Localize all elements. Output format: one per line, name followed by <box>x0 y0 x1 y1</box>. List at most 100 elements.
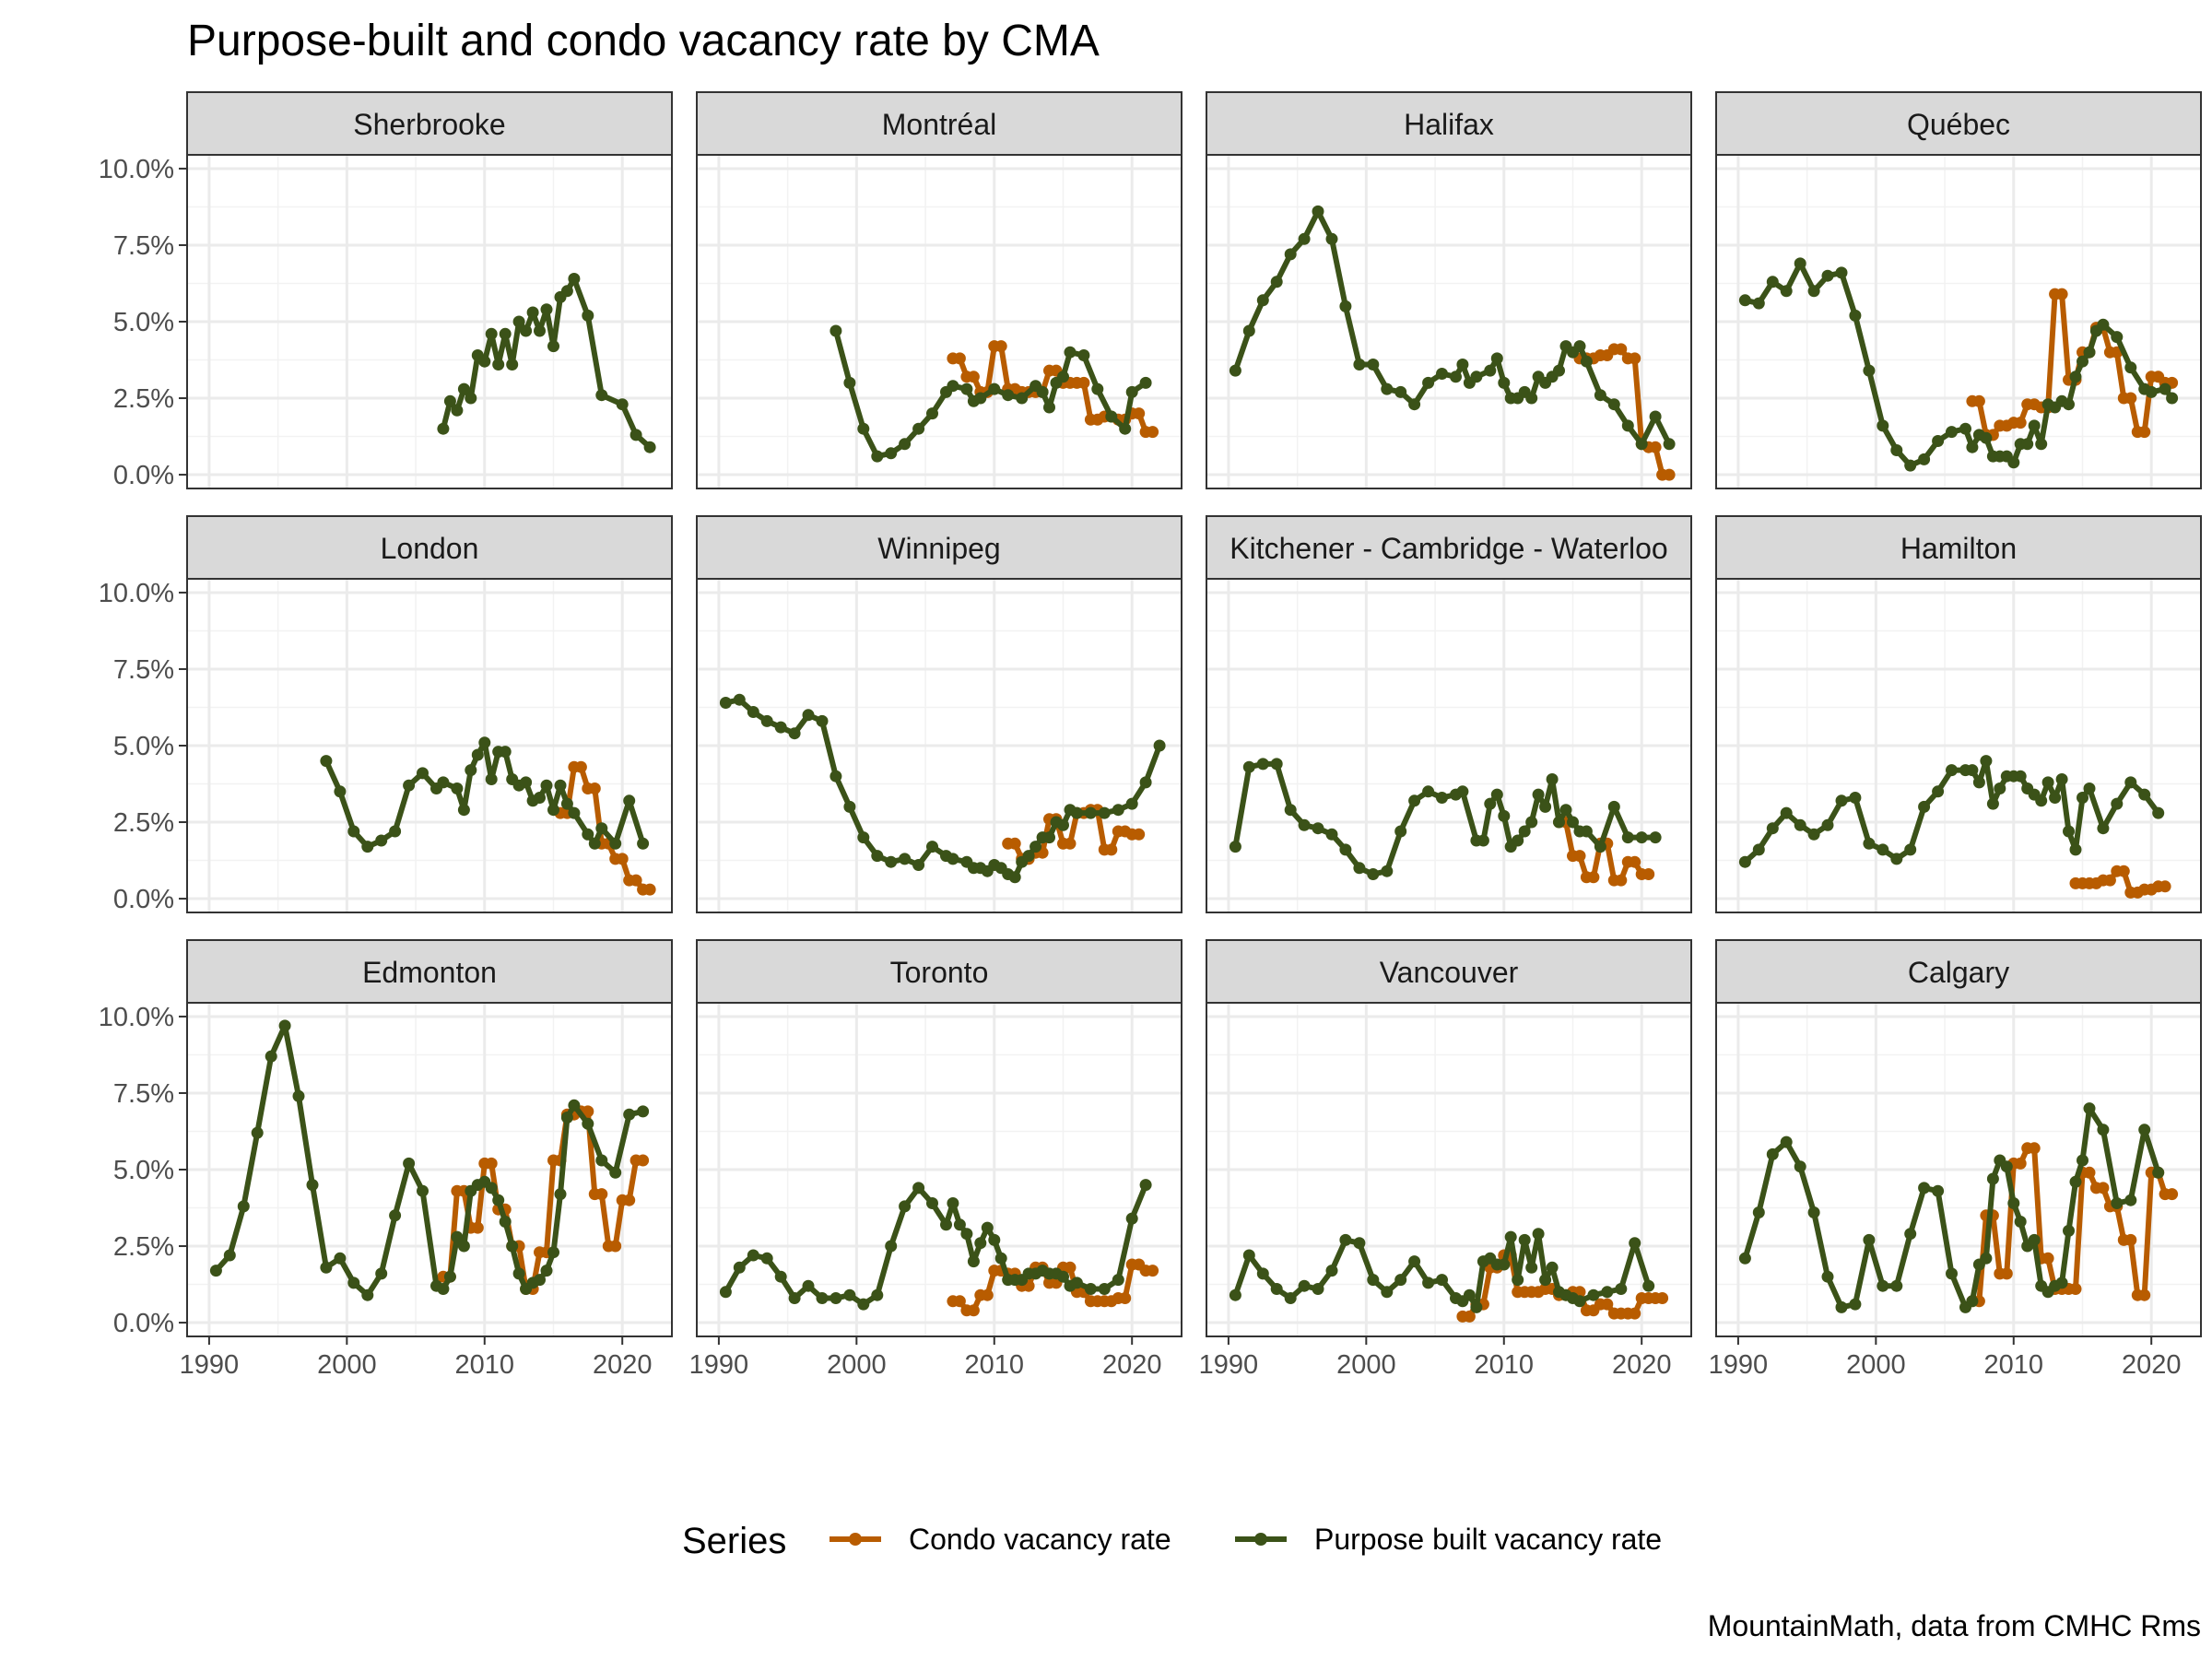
facet-strip-label: Calgary <box>1908 956 2009 989</box>
purpose-built-vacancy-series-point <box>568 806 581 819</box>
purpose-built-vacancy-series-point <box>1518 825 1531 838</box>
purpose-built-vacancy-series-point <box>616 398 629 411</box>
purpose-built-vacancy-series-point <box>857 422 870 435</box>
purpose-built-vacancy-series-point <box>478 355 491 368</box>
condo-vacancy-series-point <box>1649 441 1662 453</box>
purpose-built-vacancy-series-point <box>1070 1277 1083 1289</box>
purpose-built-vacancy-series-point <box>1780 285 1793 298</box>
x-tick-label: 2010 <box>455 1350 515 1380</box>
purpose-built-vacancy-series-point <box>1394 385 1407 398</box>
facet-strip-label: London <box>381 532 479 565</box>
purpose-built-vacancy-series-point <box>1821 818 1834 831</box>
purpose-built-vacancy-series-point <box>1312 822 1324 835</box>
purpose-built-vacancy-series-point <box>1567 816 1579 829</box>
purpose-built-vacancy-series-point <box>1918 800 1931 813</box>
y-tick-label: 2.5% <box>113 384 174 414</box>
purpose-built-vacancy-series-point <box>637 837 650 850</box>
x-tick-label: 2000 <box>1336 1350 1396 1380</box>
purpose-built-vacancy-series-point <box>1057 1270 1069 1283</box>
purpose-built-vacancy-series-point <box>1084 806 1097 819</box>
purpose-built-vacancy-series-point <box>526 306 539 319</box>
y-tick-label: 10.0% <box>99 155 174 184</box>
condo-vacancy-series-point <box>2166 1188 2179 1201</box>
purpose-built-vacancy-series-point <box>568 1099 581 1112</box>
purpose-built-vacancy-series-point <box>1030 841 1042 853</box>
purpose-built-vacancy-series-point <box>1091 382 1104 395</box>
purpose-built-vacancy-series-point <box>506 1240 519 1253</box>
purpose-built-vacancy-series-point <box>2007 456 2020 469</box>
purpose-built-vacancy-series-point <box>947 853 959 865</box>
x-tick-label: 2000 <box>1846 1350 1906 1380</box>
facet-strip-label: Hamilton <box>1900 532 2017 565</box>
purpose-built-vacancy-series-point <box>1959 422 1971 435</box>
purpose-built-vacancy-series-point <box>2063 825 2075 838</box>
facet-panel: Toronto 1990 2000 2010 2020 <box>689 939 1182 1380</box>
purpose-built-vacancy-series-point <box>443 1270 456 1283</box>
purpose-built-vacancy-series-point <box>1835 266 1848 279</box>
facet-strip <box>1206 91 1692 156</box>
purpose-built-vacancy-series-point <box>1284 1292 1297 1304</box>
purpose-built-vacancy-series-point <box>534 324 546 337</box>
purpose-built-vacancy-series-point <box>465 392 477 405</box>
purpose-built-vacancy-series-point <box>1125 797 1138 810</box>
condo-vacancy-series-point <box>637 1154 650 1167</box>
condo-vacancy-series-point <box>1119 1292 1132 1304</box>
purpose-built-vacancy-series-point <box>1594 841 1606 853</box>
purpose-built-vacancy-series <box>1229 205 1676 451</box>
purpose-built-vacancy-series-point <box>320 755 333 768</box>
purpose-built-vacancy-series-point <box>2124 361 2137 374</box>
purpose-built-vacancy-series-point <box>1325 828 1338 841</box>
purpose-built-vacancy-series-point <box>1835 1300 1848 1313</box>
purpose-built-vacancy-series-point <box>2124 1194 2137 1206</box>
purpose-built-vacancy-series-point <box>554 1188 567 1201</box>
purpose-built-vacancy-series-point <box>1298 818 1311 831</box>
purpose-built-vacancy-series <box>1229 758 1662 880</box>
condo-vacancy-series-point <box>1629 1307 1641 1320</box>
purpose-built-vacancy-series-point <box>1105 410 1118 423</box>
purpose-built-vacancy-series-point <box>334 1252 347 1265</box>
purpose-built-vacancy-series-point <box>967 1255 980 1268</box>
purpose-built-vacancy-series-point <box>1064 346 1077 359</box>
purpose-built-vacancy-series-point <box>609 837 622 850</box>
purpose-built-vacancy-series-point <box>2077 1154 2088 1167</box>
facet-strip-label: Toronto <box>890 956 989 989</box>
x-tick-label: 2010 <box>965 1350 1025 1380</box>
purpose-built-vacancy-series-point <box>209 1265 222 1277</box>
condo-vacancy-series-point <box>2138 1288 2151 1301</box>
purpose-built-vacancy-series-point <box>733 693 746 706</box>
purpose-built-vacancy-series-point <box>540 303 553 316</box>
purpose-built-vacancy-series-point <box>1498 809 1511 822</box>
purpose-built-vacancy-series-point <box>1381 382 1394 395</box>
purpose-built-vacancy-series-point <box>629 429 642 441</box>
purpose-built-vacancy-series-line <box>1742 1105 2161 1311</box>
purpose-built-vacancy-series-point <box>1298 1279 1311 1292</box>
purpose-built-vacancy-series-point <box>1381 865 1394 877</box>
purpose-built-vacancy-series-point <box>540 779 553 792</box>
purpose-built-vacancy-series-point <box>534 792 546 804</box>
purpose-built-vacancy-series-point <box>1518 1233 1531 1246</box>
purpose-built-vacancy-series-point <box>2028 419 2041 432</box>
purpose-built-vacancy-series-point <box>306 1179 319 1192</box>
purpose-built-vacancy-series-point <box>926 1197 938 1209</box>
purpose-built-vacancy-series-point <box>1738 855 1751 868</box>
purpose-built-vacancy-series-point <box>1986 1172 1999 1185</box>
purpose-built-vacancy-series-point <box>1422 1277 1435 1289</box>
purpose-built-vacancy-series-point <box>747 1249 759 1262</box>
purpose-built-vacancy-series-point <box>623 794 636 807</box>
purpose-built-vacancy-series-point <box>375 1267 388 1280</box>
condo-vacancy-series-point <box>609 1240 622 1253</box>
purpose-built-vacancy-series-point <box>1470 371 1483 383</box>
purpose-built-vacancy-series-point <box>733 1261 746 1274</box>
purpose-built-vacancy-series-point <box>988 382 1001 395</box>
facet-panel: Vancouver 1990 2000 2010 2020 <box>1199 939 1692 1380</box>
purpose-built-vacancy-series-point <box>1125 385 1138 398</box>
facet-strip-label: Edmonton <box>362 956 497 989</box>
purpose-built-vacancy-series-point <box>912 422 925 435</box>
purpose-built-vacancy-series-point <box>637 1105 650 1118</box>
purpose-built-vacancy-series-point <box>1077 349 1090 361</box>
panel-border <box>1715 154 2202 489</box>
purpose-built-vacancy-series-point <box>2014 770 2027 782</box>
purpose-built-vacancy-series-point <box>1635 438 1648 451</box>
condo-vacancy-series-point <box>1077 376 1090 389</box>
purpose-built-vacancy-series-point <box>223 1249 236 1262</box>
